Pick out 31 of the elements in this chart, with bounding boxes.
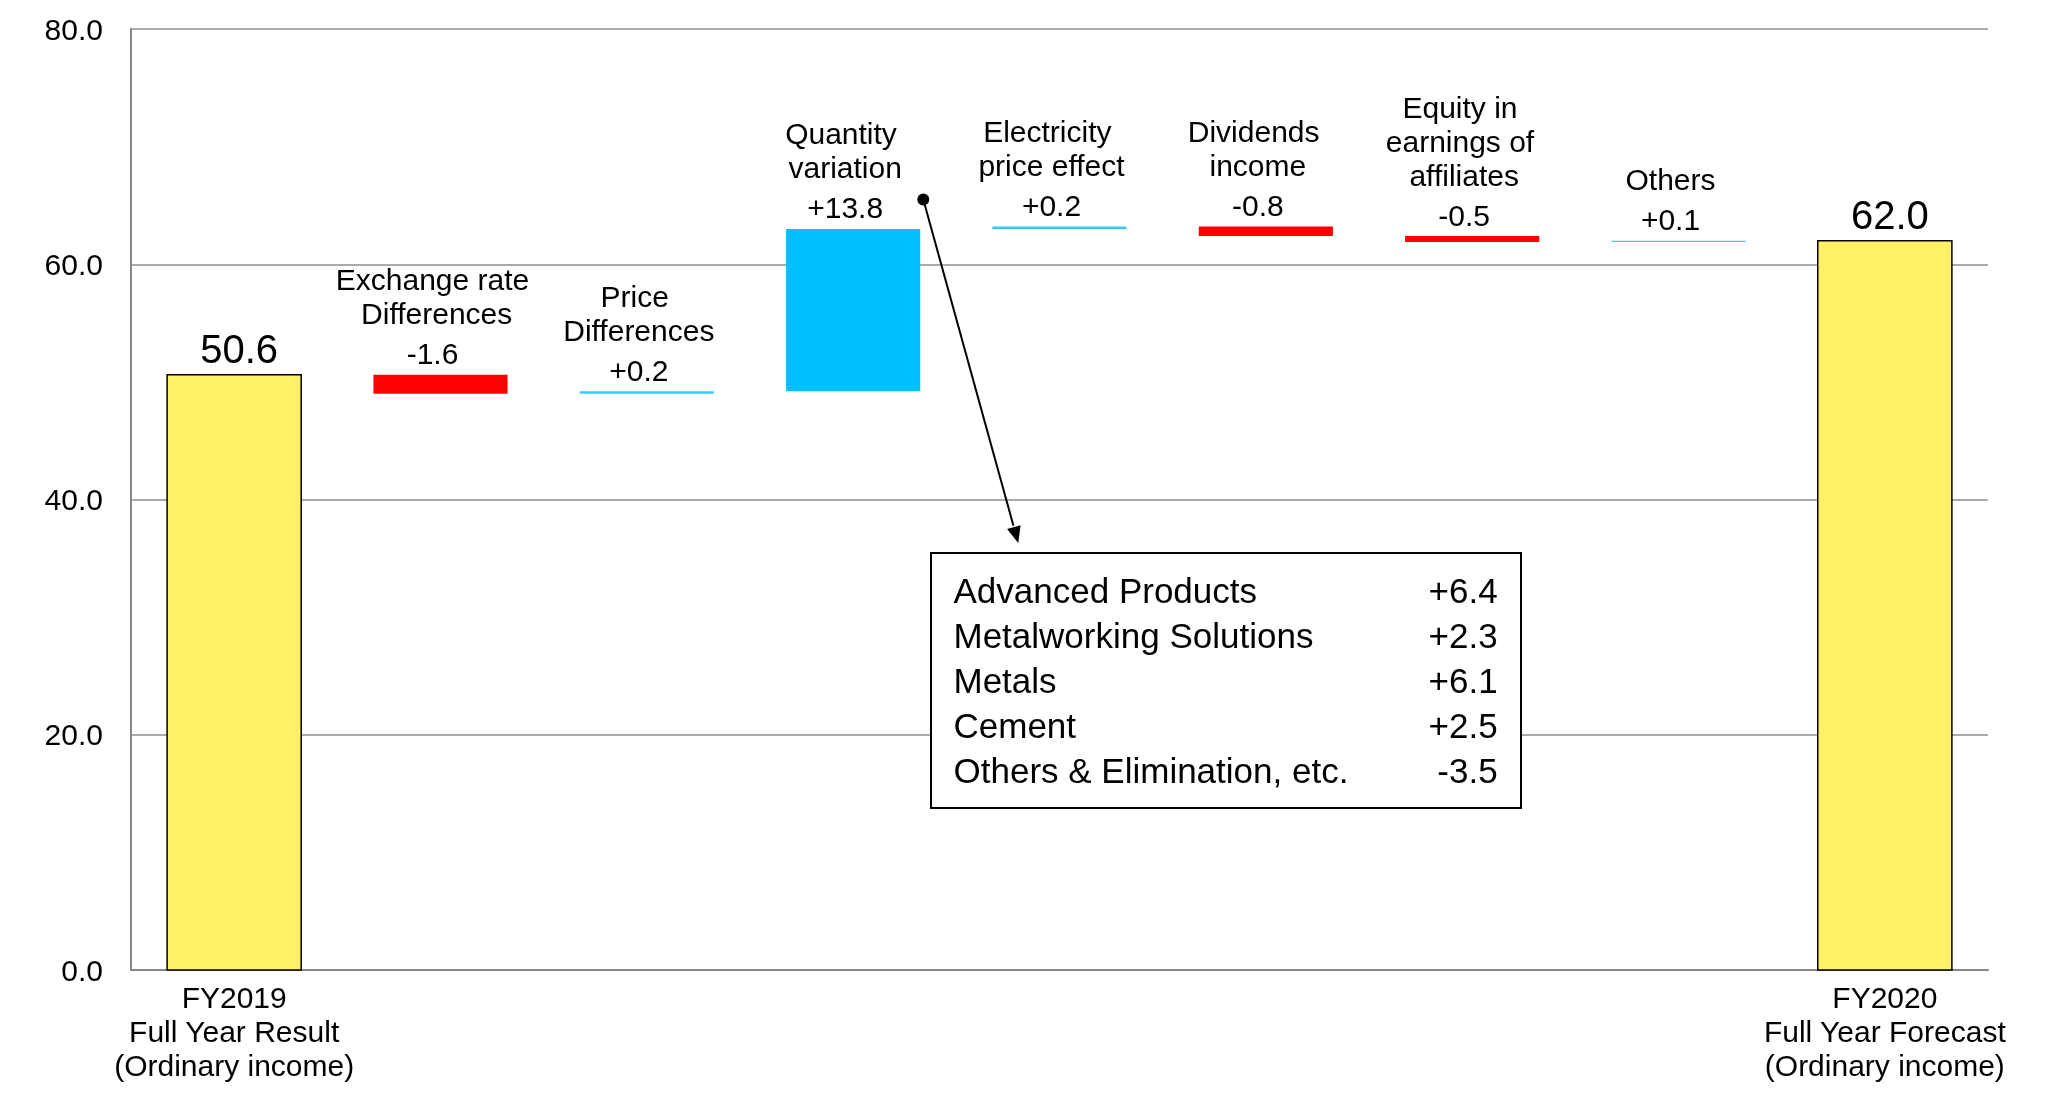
- y-tick-label: 20.0: [44, 718, 103, 752]
- bar: [166, 374, 302, 971]
- y-tick-label: 60.0: [44, 247, 103, 281]
- data-label: -0.8: [1231, 189, 1284, 223]
- x-tick-label: Price Differences: [563, 279, 715, 347]
- y-tick-label: 80.0: [44, 12, 103, 46]
- y-tick-label: 40.0: [44, 483, 103, 516]
- callout-box: Advanced Products +6.4 Metalworking Solutions +2.3 Metals +6.1 Cement +2.5 Others & Elimination, etc. -3.5: [929, 552, 1522, 810]
- data-label: +0.1: [1640, 203, 1701, 237]
- bar: [1198, 226, 1333, 237]
- data-label: -0.5: [1438, 198, 1491, 232]
- x-tick-label: FY2019 Full Year Result (Ordinary income): [114, 980, 355, 1082]
- bar: [1405, 236, 1540, 242]
- x-tick-label: Dividends income: [1187, 115, 1328, 183]
- bar: [373, 374, 508, 394]
- x-tick-label: Electricity price effect: [978, 115, 1126, 183]
- x-tick-label: Quantity variation: [785, 117, 906, 185]
- x-tick-label: Others: [1625, 163, 1716, 197]
- bar: [579, 391, 714, 394]
- data-label: +0.2: [609, 353, 669, 387]
- data-label: 62.0: [1850, 192, 1929, 237]
- bar: [1817, 239, 1953, 971]
- bar: [786, 228, 921, 392]
- data-label: 50.6: [200, 326, 279, 371]
- x-tick-label: Exchange rate Differences: [335, 263, 530, 331]
- x-tick-label: FY2020 Full Year Forecast (Ordinary income): [1763, 980, 2007, 1082]
- data-label: +13.8: [807, 191, 884, 225]
- x-tick-label: Equity in earnings of affiliates: [1385, 90, 1543, 192]
- y-tick-label: 0.0: [61, 953, 103, 987]
- data-label: -1.6: [406, 337, 459, 371]
- data-label: +0.2: [1021, 189, 1082, 223]
